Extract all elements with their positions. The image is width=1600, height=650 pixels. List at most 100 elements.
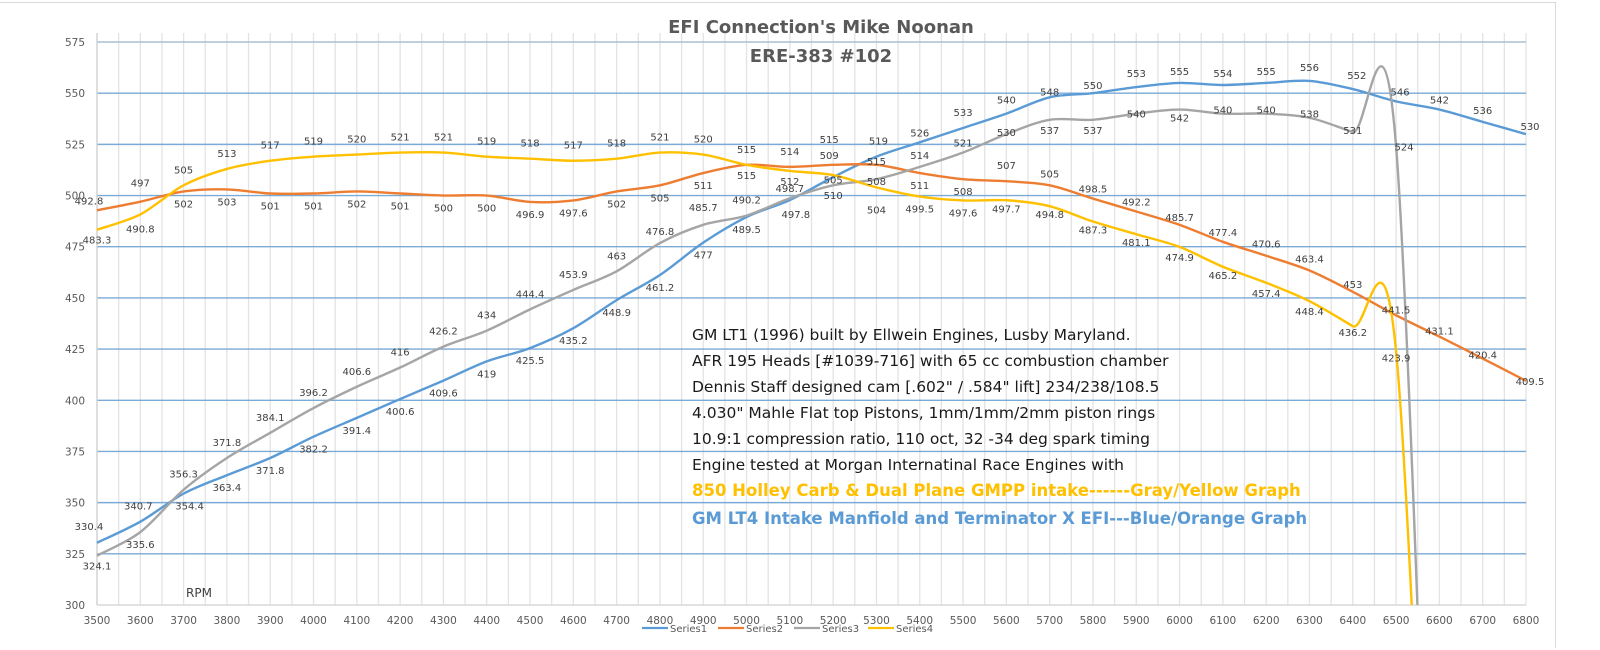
x-tick-label: 6400 (1339, 615, 1366, 627)
x-tick-label: 4800 (647, 615, 674, 627)
data-label-series3: 542 (1170, 114, 1189, 125)
data-label-series3: 426.2 (429, 327, 458, 338)
data-label-series4: 518 (607, 139, 626, 150)
data-label-series4: 518 (520, 139, 539, 150)
legend-label: Series4 (896, 624, 933, 635)
data-label-series1: 371.8 (256, 466, 285, 477)
data-label-series4: 423.9 (1382, 353, 1411, 364)
data-label-series3: 463 (607, 251, 626, 262)
x-tick-label: 4600 (560, 615, 587, 627)
y-tick-label: 450 (65, 293, 85, 305)
data-label-series4: 457.4 (1252, 289, 1281, 300)
x-tick-label: 4700 (603, 615, 630, 627)
x-tick-label: 5300 (863, 615, 890, 627)
x-tick-label: 4300 (430, 615, 457, 627)
data-label-series4: 519 (477, 137, 496, 148)
data-label-series2: 492.8 (75, 196, 104, 207)
x-tick-label: 6700 (1469, 615, 1496, 627)
data-label-series1: 533 (954, 108, 973, 119)
data-label-series2: 453 (1343, 280, 1362, 291)
data-label-series4: 504 (867, 205, 886, 216)
x-tick-label: 4100 (343, 615, 370, 627)
data-label-series2: 515 (820, 135, 839, 146)
y-tick-label: 475 (65, 242, 85, 254)
y-axis-ticks: 300 325 350 375 400 425 450 475 500 525 550 575 (65, 37, 85, 612)
data-label-series1: 419 (477, 369, 496, 380)
x-tick-label: 3800 (214, 615, 241, 627)
annotation-carb-highlight: 850 Holley Carb & Dual Plane GMPP intake… (692, 481, 1301, 500)
data-label-series3: 540 (1257, 106, 1276, 117)
data-label-series1: 330.4 (75, 522, 104, 533)
data-label-series4: 494.8 (1035, 210, 1064, 221)
x-tick-label: 4400 (473, 615, 500, 627)
data-label-series1: 409.6 (429, 389, 458, 400)
x-tick-label: 6800 (1513, 615, 1540, 627)
x-tick-label: 5700 (1036, 615, 1063, 627)
chart-subtitle: ERE-383 #102 (750, 46, 892, 67)
annotation-line: GM LT1 (1996) built by Ellwein Engines, … (692, 326, 1131, 344)
legend-label: Series1 (670, 624, 707, 635)
data-label-series2: 498.5 (1079, 185, 1108, 196)
data-label-series4: 436.2 (1338, 328, 1367, 339)
y-tick-label: 425 (65, 344, 85, 356)
x-tick-label: 6600 (1426, 615, 1453, 627)
x-tick-label: 5900 (1123, 615, 1150, 627)
data-label-series3: 538 (1300, 110, 1319, 121)
data-label-series4: 521 (391, 133, 410, 144)
y-tick-label: 300 (65, 600, 85, 612)
data-label-series2: 505 (1040, 169, 1059, 180)
data-label-series1: 540 (997, 96, 1016, 107)
annotation-line: 4.030" Mahle Flat top Pistons, 1mm/1mm/2… (692, 404, 1155, 422)
x-tick-label: 6000 (1166, 615, 1193, 627)
data-label-series1: 536 (1473, 106, 1492, 117)
x-axis-title: RPM (186, 586, 212, 600)
data-label-series3: 524 (1395, 142, 1414, 153)
data-label-series1: 553 (1127, 69, 1146, 80)
data-label-series2: 497.6 (559, 208, 588, 219)
data-label-series4: 497.7 (992, 204, 1021, 215)
data-label-series3: 537 (1040, 126, 1059, 137)
data-label-series1: 555 (1170, 67, 1189, 78)
series-lines (96, 65, 1527, 605)
data-label-series2: 441.5 (1382, 305, 1411, 316)
data-label-series2: 420.4 (1468, 351, 1497, 362)
data-label-series2: 431.1 (1425, 327, 1454, 338)
x-tick-label: 4000 (300, 615, 327, 627)
data-label-series4: 474.9 (1165, 253, 1194, 264)
y-tick-label: 350 (65, 498, 85, 510)
data-label-series4: 515 (737, 171, 756, 182)
data-label-series4: 483.3 (83, 236, 112, 247)
data-label-series1: 530 (1520, 122, 1539, 133)
y-tick-label: 575 (65, 37, 85, 49)
data-label-series1: 391.4 (342, 426, 371, 437)
data-label-series3: 453.9 (559, 270, 588, 281)
data-label-series1: 354.4 (175, 502, 204, 513)
data-label-series3: 498.7 (776, 184, 805, 195)
data-label-series3: 514 (910, 151, 929, 162)
data-label-series2: 514 (780, 147, 799, 158)
data-labels: 330.4 340.7 354.4 363.4 371.8 382.2 391.4 400.6… (75, 63, 1545, 573)
x-tick-label: 5000 (733, 615, 760, 627)
y-tick-label: 400 (65, 395, 85, 407)
data-label-series2: 515 (867, 157, 886, 168)
data-label-series3: 406.6 (342, 367, 371, 378)
data-label-series1: 425.5 (516, 356, 545, 367)
data-label-series3: 324.1 (83, 562, 112, 573)
gridlines (96, 33, 1527, 606)
data-label-series2: 502 (607, 199, 626, 210)
data-label-series2: 511 (910, 181, 929, 192)
data-label-series1: 340.7 (124, 502, 153, 513)
x-tick-label: 4200 (387, 615, 414, 627)
x-tick-label: 5200 (820, 615, 847, 627)
data-label-series2: 502 (174, 199, 193, 210)
x-tick-label: 4900 (690, 615, 717, 627)
data-label-series3: 371.8 (213, 438, 242, 449)
data-label-series1: 509 (820, 151, 839, 162)
data-label-series4: 490.8 (126, 224, 155, 235)
chart-frame (0, 2, 1556, 648)
data-label-series1: 550 (1083, 81, 1102, 92)
data-label-series2: 508 (954, 187, 973, 198)
data-label-series1: 448.9 (602, 308, 631, 319)
data-label-series1: 497.8 (782, 210, 811, 221)
data-label-series4: 465.2 (1209, 271, 1238, 282)
